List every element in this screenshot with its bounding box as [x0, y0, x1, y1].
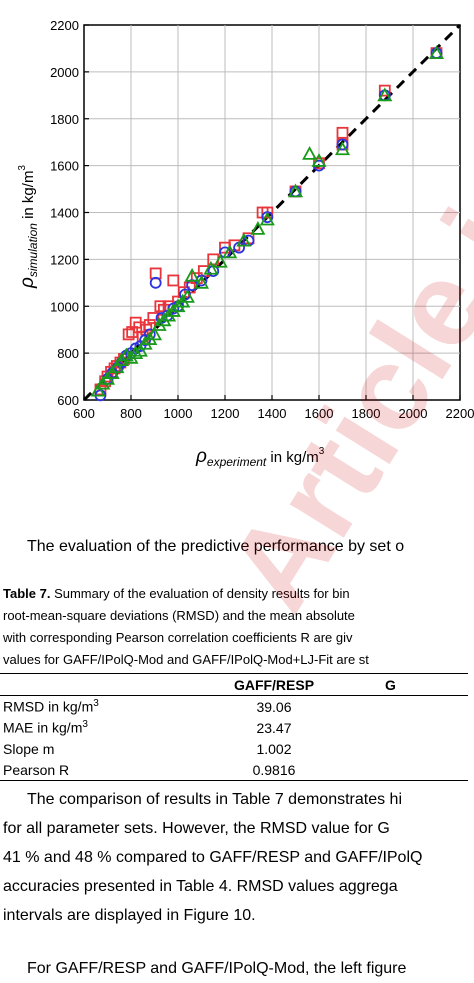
data-points — [90, 45, 445, 402]
y-tick-label: 1800 — [50, 112, 79, 127]
table-row: Slope m 1.002 — [0, 738, 468, 759]
row-value: 0.9816 — [166, 759, 382, 781]
table-caption: Table 7. Summary of the evaluation of de… — [3, 583, 474, 671]
caption-line-1: Table 7. Summary of the evaluation of de… — [3, 583, 474, 605]
header-cell-next: G — [382, 673, 468, 696]
header-cell-label — [0, 673, 166, 696]
table-row: RMSD in kg/m3 39.06 — [0, 696, 468, 718]
grid-lines — [84, 25, 460, 400]
row-value: 39.06 — [256, 698, 292, 715]
data-point-square — [167, 274, 180, 287]
row-label-sup: 3 — [82, 719, 88, 731]
x-tick-label: 1200 — [211, 406, 240, 421]
data-point-triangle — [193, 274, 210, 289]
x-tick-label: 600 — [73, 406, 95, 421]
table-header-row: GAFF/RESP G — [0, 673, 468, 696]
data-point-triangle — [146, 326, 163, 341]
x-tick-label: 800 — [120, 406, 142, 421]
row-label-text: RMSD in kg/m — [3, 698, 94, 715]
data-point-triangle — [250, 221, 266, 235]
data-point-triangle — [428, 45, 445, 60]
row-label-text: Slope m — [3, 740, 55, 757]
data-point-square — [154, 300, 167, 313]
data-point-triangle — [184, 267, 200, 282]
header-cell-gaff-resp: GAFF/RESP — [166, 673, 382, 696]
row-label-sup: 3 — [93, 698, 99, 710]
row-next — [382, 738, 468, 759]
row-next — [382, 759, 468, 781]
caption-label: Table 7. — [3, 586, 51, 601]
caption-text-1: Summary of the evaluation of density res… — [50, 586, 350, 601]
paragraph-comparison-line: accuracies presented in Table 4. RMSD va… — [3, 878, 398, 895]
row-label: Pearson R — [0, 759, 166, 781]
row-next — [382, 696, 468, 718]
row-label: RMSD in kg/m3 — [0, 696, 166, 718]
y-tick-label: 1600 — [50, 159, 79, 174]
caption-line-3: with corresponding Pearson correlation c… — [3, 630, 353, 645]
row-label-text: Pearson R — [3, 761, 70, 778]
data-point-triangle — [287, 183, 304, 198]
table-row: MAE in kg/m3 23.47 — [0, 717, 468, 738]
paragraph-gaff-text: For GAFF/RESP and GAFF/IPolQ-Mod, the le… — [27, 960, 407, 977]
y-tick-label: 2200 — [50, 18, 79, 33]
data-point-square — [147, 312, 160, 324]
data-point-triangle — [109, 359, 125, 374]
paragraph-comparison-line: for all parameter sets. However, the RMS… — [3, 820, 390, 837]
data-point-triangle — [90, 382, 106, 397]
axis-ticks: 600 800 1000 1200 1400 1600 1800 2000 2200 600 800… — [50, 18, 474, 421]
y-tick-label: 1000 — [50, 299, 79, 314]
data-point-triangle — [377, 87, 393, 102]
table-row: Pearson R 0.9816 — [0, 759, 468, 781]
x-axis-title: ρexperiment in kg/m3 — [195, 446, 325, 469]
row-label: MAE in kg/m3 — [0, 717, 166, 738]
paragraph-comparison: The comparison of results in Table 7 dem… — [3, 785, 474, 930]
data-point-circle — [149, 276, 162, 289]
row-value: 1.002 — [256, 740, 292, 757]
data-point-triangle — [302, 146, 318, 160]
x-tick-label: 1400 — [258, 406, 287, 421]
data-point-triangle — [222, 244, 238, 259]
paragraph-comparison-line: intervals are displayed in Figure 10. — [3, 907, 256, 924]
data-point-triangle — [334, 141, 351, 156]
paragraph-gaff: For GAFF/RESP and GAFF/IPolQ-Mod, the le… — [3, 955, 474, 983]
y-axis-title: ρsimulation in kg/m3 — [17, 165, 40, 289]
x-tick-label: 2200 — [446, 406, 474, 421]
x-tick-label: 2000 — [399, 406, 428, 421]
data-point-circle — [336, 138, 349, 151]
y-tick-label: 1200 — [50, 252, 79, 267]
row-value: 23.47 — [256, 719, 292, 736]
paragraph-evaluation: The evaluation of the predictive perform… — [3, 533, 474, 561]
y-tick-label: 1400 — [50, 206, 79, 221]
x-tick-label: 1000 — [164, 406, 193, 421]
data-point-triangle — [179, 288, 195, 303]
x-tick-label: 1800 — [352, 406, 381, 421]
paragraph-comparison-line: 41 % and 48 % compared to GAFF/RESP and … — [3, 849, 423, 866]
data-point-triangle — [203, 260, 219, 275]
caption-line-4: values for GAFF/IPolQ-Mod and GAFF/IPolQ… — [3, 652, 369, 667]
data-point-triangle — [311, 153, 327, 167]
y-tick-label: 2000 — [50, 65, 79, 80]
caption-line-2: root-mean-square deviations (RMSD) and t… — [3, 608, 355, 623]
row-label-text: MAE in kg/m — [3, 719, 83, 736]
data-point-square — [122, 328, 135, 341]
row-next — [382, 717, 468, 738]
density-scatter-chart: 600 800 1000 1200 1400 1600 1800 2000 2200 600 800… — [17, 18, 474, 469]
row-label: Slope m — [0, 738, 166, 759]
y-tick-label: 600 — [57, 393, 79, 408]
data-point-square — [378, 84, 391, 97]
data-point-square — [336, 126, 349, 139]
y-tick-label: 800 — [57, 346, 79, 361]
data-point-triangle — [236, 232, 252, 247]
data-point-triangle — [212, 253, 228, 268]
paragraph-evaluation-text: The evaluation of the predictive perform… — [27, 538, 405, 555]
data-point-triangle — [132, 342, 148, 357]
results-table: GAFF/RESP G RMSD in kg/m3 39.06 MAE in k… — [0, 673, 468, 781]
data-point-square — [261, 206, 274, 219]
data-point-triangle — [259, 211, 275, 226]
data-point-triangle — [128, 345, 144, 360]
paragraph-comparison-line: The comparison of results in Table 7 dem… — [27, 791, 403, 808]
x-tick-label: 1600 — [305, 406, 334, 421]
